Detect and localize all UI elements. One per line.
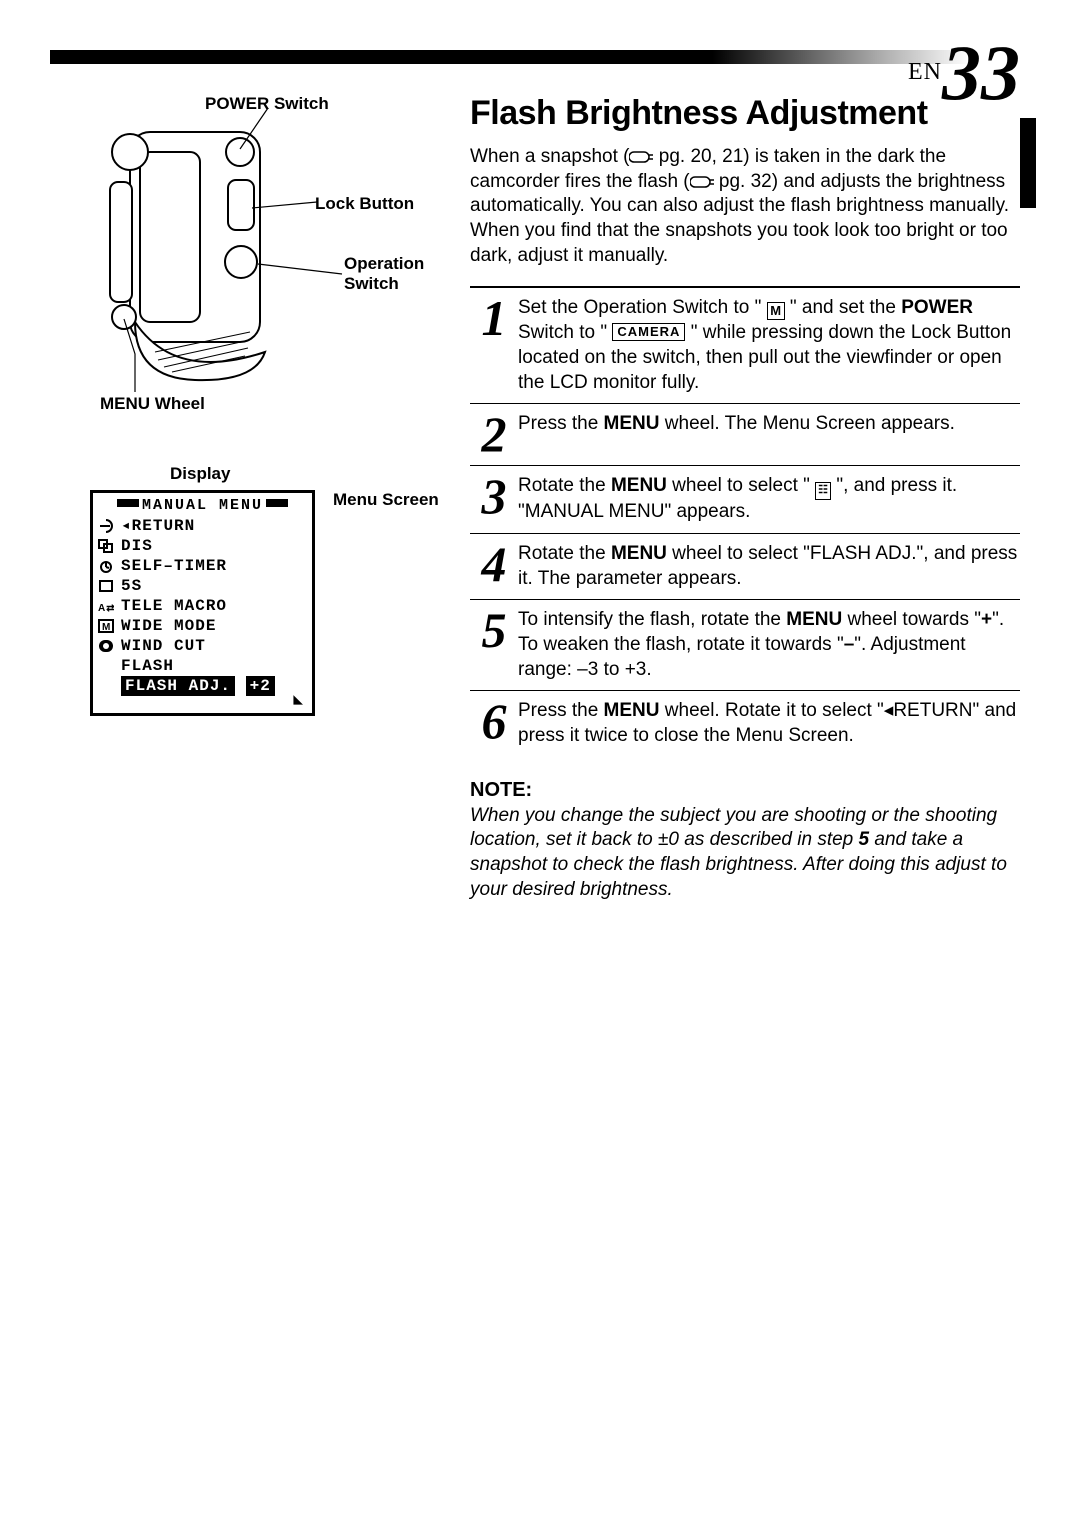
menu-item: TELE MACRO [121,596,227,616]
step-number: 2 [470,410,518,457]
t: " and set the [785,297,902,318]
m-mode-icon: M [97,618,115,634]
page-number: EN33 [908,28,1020,118]
fives-icon [97,578,115,594]
camcorder-icon [100,122,320,382]
page-lang: EN [908,59,942,85]
blank-icon [97,658,115,674]
label-operation-l1: Operation [344,254,424,273]
t: 5 [859,829,870,850]
step-body: Press the MENU wheel. Rotate it to selec… [518,697,1020,748]
tele-icon: A⇄ [97,598,115,614]
menu-screen-label: Menu Screen [333,490,439,510]
step: 6 Press the MENU wheel. Rotate it to sel… [470,690,1020,756]
blank-icon [97,678,115,694]
timer-icon [97,558,115,574]
t: Rotate the [518,475,611,496]
menu-item: WIDE MODE [121,616,216,636]
side-tab [1020,118,1036,208]
camera-mode-icon: CAMERA [612,323,685,341]
header-rule [50,50,970,64]
menu-item: FLASH [121,656,174,676]
step-number: 3 [470,472,518,525]
t: wheel towards " [842,609,981,630]
t: MENU [786,609,842,630]
hand-ref-icon [690,172,714,186]
menu-screen-box: MANUAL MENU ◂RETURN DIS SELF–TIMER 5S A⇄… [90,490,315,716]
m-mode-icon: M [767,302,785,320]
dis-icon [97,538,115,554]
t: Set the Operation Switch to " [518,297,767,318]
t: MENU [611,475,667,496]
menu-item: WIND CUT [121,636,206,656]
t: + [981,609,992,630]
menu-value-highlight: +2 [246,676,275,696]
step-number: 5 [470,606,518,682]
step-number: 6 [470,697,518,748]
step-body: Set the Operation Switch to " M " and se… [518,294,1020,395]
intro-text: When a snapshot ( pg. 20, 21) is taken i… [470,145,1020,268]
label-lock-button: Lock Button [315,194,414,214]
t: wheel to select " [667,475,815,496]
t: MENU [611,543,667,564]
menu-title-text: MANUAL MENU [142,497,263,514]
hand-ref-icon [629,147,653,161]
display-heading: Display [170,464,440,484]
menu-item: DIS [121,536,153,556]
intro-a: When a snapshot ( [470,146,629,167]
t: MENU [604,413,660,434]
t: Rotate the [518,543,611,564]
page-num: 33 [942,29,1020,116]
step-body: To intensify the flash, rotate the MENU … [518,606,1020,682]
menu-item: ◂RETURN [121,516,195,536]
t: Press the [518,413,604,434]
manual-menu-icon: ☷ [815,482,831,500]
svg-text:M: M [102,622,111,633]
t: To intensify the flash, rotate the [518,609,786,630]
note-heading: NOTE: [470,779,1020,802]
t: POWER [901,297,973,318]
label-operation-switch: Operation Switch [344,254,424,295]
label-power-switch: POWER Switch [205,94,329,114]
menu-title: MANUAL MENU [97,497,308,514]
t: MENU [604,700,660,721]
camera-diagram: POWER Switch Lock Button Operation Switc… [60,94,440,434]
t: – [844,634,855,655]
return-icon [97,518,115,534]
t: wheel. The Menu Screen appears. [660,413,955,434]
step: 3 Rotate the MENU wheel to select " ☷ ",… [470,465,1020,533]
wind-icon [97,638,115,654]
steps-list: 1 Set the Operation Switch to " M " and … [470,286,1020,756]
step: 1 Set the Operation Switch to " M " and … [470,287,1020,403]
label-operation-l2: Switch [344,274,399,293]
step-number: 4 [470,540,518,591]
step-body: Rotate the MENU wheel to select "FLASH A… [518,540,1020,591]
label-menu-wheel: MENU Wheel [100,394,205,414]
step: 2 Press the MENU wheel. The Menu Screen … [470,403,1020,465]
step-number: 1 [470,294,518,395]
step: 5 To intensify the flash, rotate the MEN… [470,599,1020,690]
t: Press the [518,700,604,721]
t: Switch to " [518,322,612,343]
step-body: Press the MENU wheel. The Menu Screen ap… [518,410,955,457]
menu-item: 5S [121,576,142,596]
svg-text:A⇄: A⇄ [98,603,114,613]
menu-item-highlight: FLASH ADJ. [121,676,235,696]
note-body: When you change the subject you are shoo… [470,804,1020,903]
step: 4 Rotate the MENU wheel to select "FLASH… [470,533,1020,599]
step-body: Rotate the MENU wheel to select " ☷ ", a… [518,472,1020,525]
menu-item: SELF–TIMER [121,556,227,576]
